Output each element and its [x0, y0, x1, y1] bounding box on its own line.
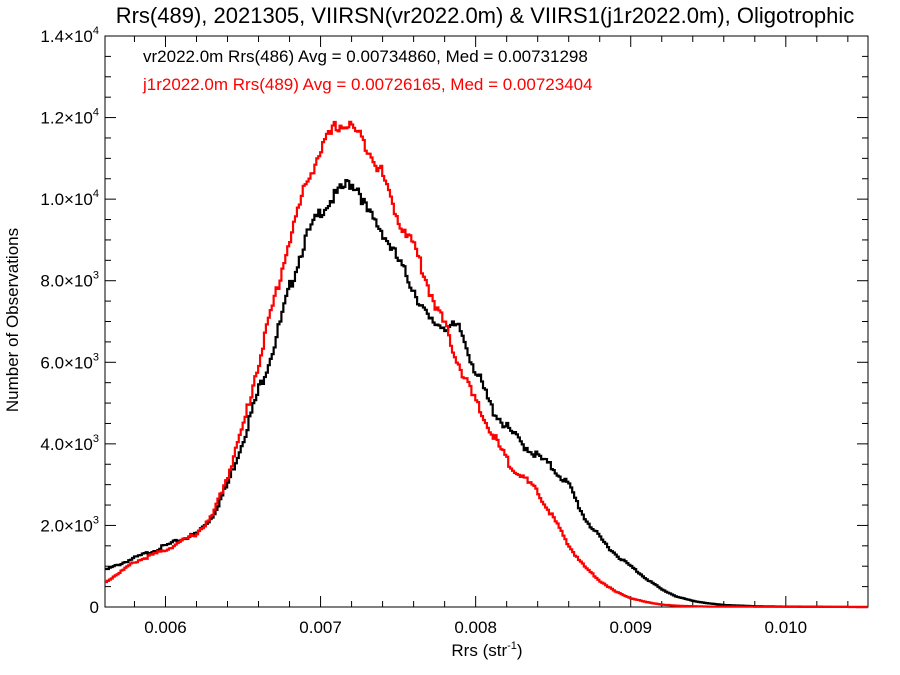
chart-title: Rrs(489), 2021305, VIIRSN(vr2022.0m) & V… — [116, 3, 855, 28]
y-tick-label: 1.2×104 — [40, 107, 99, 128]
y-tick-label: 2.0×103 — [40, 514, 99, 535]
y-tick-label: 8.0×103 — [40, 270, 99, 291]
x-tick-label: 0.010 — [765, 618, 808, 637]
series-vr2022-line — [105, 179, 868, 609]
legend-entry: j1r2022.0m Rrs(489) Avg = 0.00726165, Me… — [142, 75, 593, 94]
x-axis-label-superscript: -1 — [507, 640, 517, 652]
legend-entry: vr2022.0m Rrs(486) Avg = 0.00734860, Med… — [143, 47, 588, 66]
x-tick-label: 0.008 — [454, 618, 497, 637]
plot-frame — [104, 35, 869, 608]
axes: 0.006 0.007 0.008 0.009 0.010 0 2.0×103 4.0×103… — [40, 25, 869, 637]
series-j1r2022-line — [105, 120, 868, 609]
y-axis-label: Number of Observations — [3, 228, 22, 412]
x-tick-label: 0.009 — [609, 618, 652, 637]
x-axis-label-close: ) — [517, 641, 523, 660]
y-tick-label: 6.0×103 — [40, 351, 99, 372]
y-tick-label: 4.0×103 — [40, 433, 99, 454]
x-axis-label-text: Rrs (str — [451, 641, 507, 660]
y-tick-label: 0 — [90, 598, 99, 617]
x-tick-label: 0.007 — [299, 618, 342, 637]
series-layer — [105, 120, 868, 609]
x-tick-label: 0.006 — [144, 618, 187, 637]
y-tick-label: 1.4×104 — [40, 25, 99, 46]
x-axis-label: Rrs (str-1) — [451, 640, 522, 660]
y-tick-label: 1.0×104 — [40, 188, 99, 209]
legend: vr2022.0m Rrs(486) Avg = 0.00734860, Med… — [142, 47, 593, 94]
